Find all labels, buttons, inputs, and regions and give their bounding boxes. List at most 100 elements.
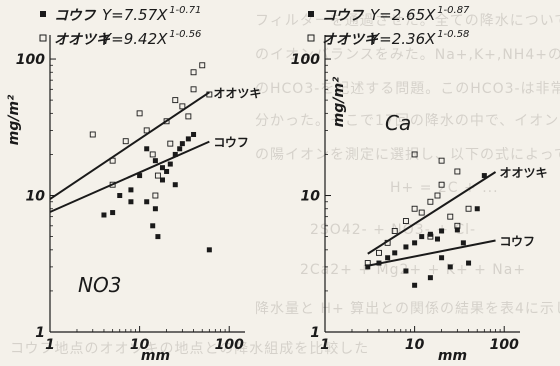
data-point-open: [154, 172, 161, 179]
legend-open-square-icon: [39, 34, 47, 42]
data-point-filled: [144, 199, 150, 205]
data-point-open: [391, 228, 398, 234]
data-point-filled: [101, 212, 107, 218]
x-tick-label: 100: [215, 337, 244, 353]
data-point-open: [438, 181, 445, 188]
data-point-open: [427, 198, 434, 205]
data-point-open: [465, 205, 472, 212]
data-point-filled: [447, 264, 453, 270]
legend-equation: Y=2.65X: [370, 6, 436, 24]
legend-name: オオツキ: [322, 32, 379, 48]
data-point-filled: [128, 199, 134, 205]
legend-equation: Y=9.42X: [102, 30, 168, 48]
data-point-filled: [460, 240, 466, 246]
data-point-filled: [179, 141, 185, 147]
legend-equation: Y=2.36X: [370, 30, 436, 48]
legend-exponent: 1-0.71: [169, 5, 201, 16]
data-point-filled: [159, 177, 165, 183]
data-point-filled: [392, 250, 398, 256]
legend-open-square-icon: [307, 34, 315, 42]
data-point-filled: [150, 223, 156, 229]
fit-line: [49, 91, 210, 200]
x-tick-label: 1: [45, 337, 55, 353]
fit-line: [367, 239, 496, 267]
data-point-open: [206, 91, 213, 98]
data-point-filled: [152, 158, 158, 164]
data-point-open: [454, 168, 461, 175]
data-point-filled: [144, 146, 150, 152]
y-tick-label: 100: [16, 52, 45, 68]
fit-line-label: コウフ: [500, 234, 536, 248]
fit-line: [49, 140, 210, 213]
data-point-open: [454, 222, 461, 229]
data-point-open: [364, 260, 371, 267]
data-point-open: [172, 97, 179, 104]
data-point-open: [109, 181, 116, 188]
legend-name: オオツキ: [54, 32, 111, 48]
data-point-filled: [403, 244, 409, 250]
data-point-open: [149, 151, 156, 158]
x-axis-title: mm: [438, 348, 467, 364]
data-point-open: [427, 233, 434, 240]
legend-filled-square-icon: [40, 11, 46, 17]
legend-name: コウフ: [322, 8, 364, 24]
data-point-open: [163, 118, 170, 125]
data-point-open: [434, 192, 441, 199]
data-point-open: [438, 157, 445, 164]
legend-filled-square-icon: [308, 11, 314, 17]
data-point-filled: [385, 255, 391, 261]
data-point-filled: [439, 228, 445, 234]
data-point-open: [89, 131, 96, 138]
x-axis-title: mm: [141, 348, 170, 364]
data-point-filled: [191, 131, 197, 137]
legend-equation: Y=7.57X: [102, 6, 168, 24]
data-point-filled: [152, 206, 158, 212]
data-point-filled: [434, 236, 440, 242]
data-point-filled: [164, 168, 170, 174]
x-tick-label: 100: [490, 337, 519, 353]
x-tick-label: 10: [405, 337, 425, 353]
data-point-filled: [159, 165, 165, 171]
data-point-filled: [481, 173, 487, 179]
data-point-open: [411, 151, 418, 158]
data-point-open: [152, 192, 159, 199]
data-point-open: [179, 103, 186, 110]
data-point-open: [418, 209, 425, 216]
y-axis-title: mg/m²: [331, 76, 347, 127]
data-point-filled: [137, 173, 143, 179]
data-point-open: [143, 127, 150, 134]
data-point-open: [411, 205, 418, 212]
y-tick-label: 100: [291, 52, 320, 68]
y-tick-label: 1: [35, 325, 45, 341]
panel-label: NO3: [78, 273, 121, 297]
data-point-open: [384, 239, 391, 246]
data-point-filled: [167, 161, 173, 167]
data-point-filled: [117, 193, 123, 199]
data-point-filled: [412, 240, 418, 246]
y-tick-label: 1: [310, 325, 320, 341]
data-point-open: [136, 110, 143, 117]
legend-exponent: 1-0.56: [169, 29, 201, 40]
data-point-open: [376, 249, 382, 256]
x-tick-label: 1: [320, 337, 330, 353]
data-point-filled: [172, 182, 178, 188]
data-point-filled: [365, 264, 371, 270]
data-point-filled: [474, 206, 480, 212]
fit-line-label: オオツキ: [213, 86, 261, 100]
data-point-filled: [376, 260, 382, 266]
data-point-open: [447, 213, 454, 220]
data-point-open: [185, 113, 192, 120]
data-point-filled: [185, 136, 191, 142]
data-point-open: [190, 86, 197, 93]
panel-label: Ca: [385, 111, 411, 135]
legend-exponent: 1-0.87: [437, 5, 470, 16]
data-point-filled: [403, 268, 409, 274]
data-point-open: [190, 69, 197, 76]
data-point-filled: [128, 187, 134, 193]
data-point-filled: [110, 210, 116, 216]
data-point-open: [199, 62, 206, 69]
y-tick-label: 10: [26, 189, 46, 205]
